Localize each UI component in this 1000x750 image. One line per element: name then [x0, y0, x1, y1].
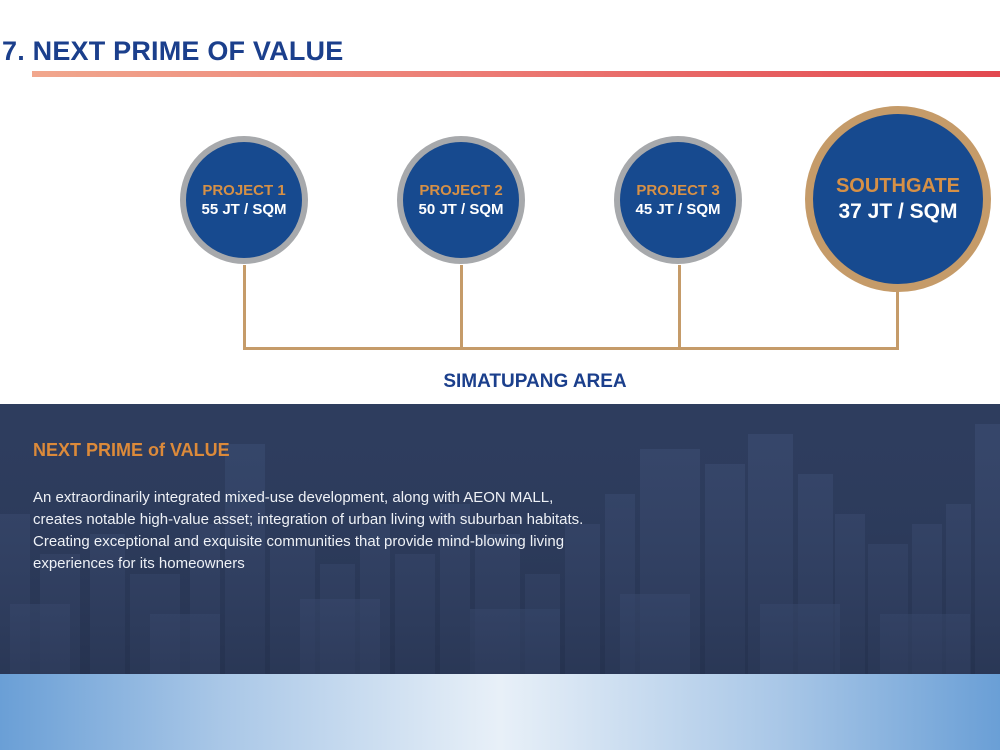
footer-gradient-band: [0, 674, 1000, 750]
project-1-price: 55 JT / SQM: [201, 201, 287, 218]
page-title: 7. NEXT PRIME OF VALUE: [2, 36, 344, 66]
southgate-circle: SOUTHGATE 37 JT / SQM: [805, 106, 991, 292]
info-line-4: experiences for its homeowners: [33, 555, 245, 572]
city-skyline-image: [0, 404, 1000, 674]
project-3-price: 45 JT / SQM: [635, 201, 721, 218]
info-heading: NEXT PRIME of VALUE: [33, 440, 230, 460]
price-comparison-diagram: PROJECT 1 55 JT / SQM PROJECT 2 50 JT / …: [180, 106, 991, 392]
connector-project-2: [460, 265, 463, 350]
project-1-name: PROJECT 1: [202, 182, 286, 199]
connector-southgate: [896, 290, 899, 350]
info-line-1: An extraordinarily integrated mixed-use …: [33, 489, 554, 506]
project-2-circle: PROJECT 2 50 JT / SQM: [397, 136, 525, 264]
info-description: An extraordinarily integrated mixed-use …: [33, 487, 673, 575]
title-underline: [32, 71, 1000, 77]
city-skyline-band: [0, 404, 1000, 674]
connector-project-1: [243, 265, 246, 350]
project-1-circle: PROJECT 1 55 JT / SQM: [180, 136, 308, 264]
info-line-2: creates notable high-value asset; integr…: [33, 511, 584, 528]
project-2-price: 50 JT / SQM: [418, 201, 504, 218]
info-line-3: Creating exceptional and exquisite commu…: [33, 533, 565, 550]
connector-project-3: [678, 265, 681, 350]
project-3-circle: PROJECT 3 45 JT / SQM: [614, 136, 742, 264]
connector-baseline: [243, 347, 899, 350]
project-2-name: PROJECT 2: [419, 182, 503, 199]
southgate-name: SOUTHGATE: [835, 174, 961, 197]
area-label: SIMATUPANG AREA: [443, 371, 627, 392]
southgate-price: 37 JT / SQM: [838, 199, 958, 223]
project-3-name: PROJECT 3: [636, 182, 720, 199]
